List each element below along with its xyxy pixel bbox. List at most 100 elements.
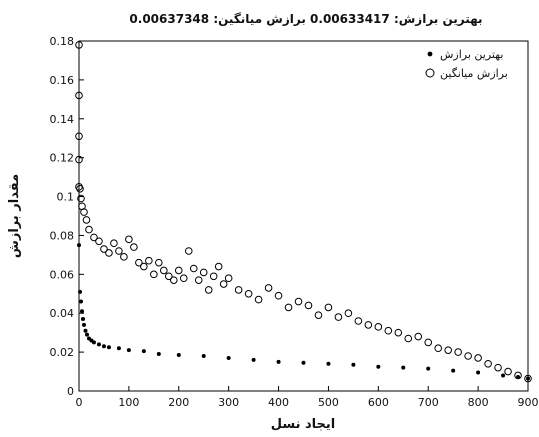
series-average-fitness	[75, 41, 532, 383]
y-tick-label: 0.06	[50, 268, 75, 281]
average-fitness-point	[274, 291, 283, 300]
best-fitness-point	[81, 322, 86, 327]
x-tick-label: 100	[118, 396, 139, 409]
best-fitness-point	[526, 376, 530, 381]
average-fitness-point	[135, 258, 143, 267]
average-fitness-point	[344, 309, 353, 318]
legend-best-label: بهترین برازش	[440, 48, 503, 61]
average-fitness-point	[314, 311, 323, 319]
y-axis: 0 0.02 0.04 0.06 0.08 0.1 0.12 0.14 0.16 0.18	[50, 35, 84, 398]
average-fitness-point	[204, 286, 213, 294]
series-best-fitness	[77, 243, 530, 381]
average-fitness-point	[75, 41, 83, 49]
x-tick-label: 0	[76, 396, 83, 409]
best-fitness-point	[79, 309, 84, 314]
best-fitness-point	[91, 340, 96, 345]
average-fitness-point	[524, 374, 532, 383]
average-fitness-point	[165, 272, 173, 281]
average-fitness-point	[504, 367, 512, 376]
average-fitness-point	[199, 268, 208, 277]
average-fitness-point	[85, 225, 93, 234]
average-fitness-point	[284, 303, 293, 312]
chart-title: بهترین برازش: 0.00633417 برازش میانگین: …	[129, 12, 482, 26]
legend-best-marker	[427, 51, 433, 57]
best-fitness-point	[80, 317, 85, 322]
average-fitness-point	[454, 348, 462, 356]
average-fitness-point	[434, 344, 443, 353]
average-fitness-point	[169, 276, 178, 284]
average-fitness-point	[100, 245, 108, 253]
average-fitness-point	[110, 239, 118, 248]
y-tick-label: 0	[67, 385, 74, 398]
best-fitness-point	[251, 357, 256, 362]
average-fitness-point	[394, 328, 403, 337]
average-fitness-point	[494, 363, 502, 372]
x-tick-label: 800	[468, 396, 489, 409]
average-fitness-point	[75, 155, 83, 164]
average-fitness-point	[105, 249, 113, 257]
best-fitness-point	[84, 332, 89, 337]
best-fitness-point	[226, 355, 231, 360]
best-fitness-point	[326, 361, 331, 366]
y-tick-label: 0.14	[50, 113, 75, 126]
average-fitness-point	[76, 184, 84, 193]
best-fitness-point	[451, 368, 456, 373]
average-fitness-point	[244, 289, 253, 298]
average-fitness-point	[334, 313, 343, 321]
best-fitness-point	[351, 362, 356, 367]
average-fitness-point	[90, 233, 98, 242]
legend: بهترین برازش برازش میانگین	[425, 48, 508, 80]
x-tick-label: 900	[518, 396, 539, 409]
average-fitness-point	[364, 321, 373, 329]
average-fitness-point	[75, 132, 83, 141]
best-fitness-point	[301, 360, 306, 365]
average-fitness-point	[234, 286, 243, 294]
average-fitness-point	[374, 323, 383, 331]
average-fitness-point	[75, 91, 83, 100]
x-axis-label: ایجاد نسل	[271, 417, 336, 432]
average-fitness-point	[179, 274, 188, 283]
best-fitness-point	[476, 370, 481, 375]
average-fitness-point	[444, 346, 452, 354]
best-fitness-point	[116, 346, 121, 351]
best-fitness-point	[126, 348, 131, 353]
x-tick-label: 300	[218, 396, 239, 409]
average-fitness-point	[184, 247, 193, 255]
y-tick-label: 0.12	[50, 152, 75, 165]
best-fitness-point	[156, 352, 161, 357]
average-fitness-point	[120, 253, 128, 261]
average-fitness-point	[115, 247, 123, 255]
average-fitness-point	[80, 208, 88, 216]
best-fitness-point	[141, 349, 146, 354]
best-fitness-point	[376, 364, 381, 369]
y-tick-label: 0.02	[50, 346, 75, 359]
average-fitness-point	[424, 338, 433, 347]
average-fitness-point	[464, 352, 472, 360]
best-fitness-point	[101, 344, 106, 349]
average-fitness-point	[254, 295, 263, 304]
average-fitness-point	[209, 272, 218, 281]
average-fitness-point	[155, 258, 163, 267]
best-fitness-point	[401, 365, 406, 370]
average-fitness-point	[189, 264, 198, 273]
legend-average-marker	[425, 68, 435, 78]
x-axis: 0 100 200 300 400 500 600 700 800 900	[76, 386, 539, 409]
best-fitness-point	[96, 342, 101, 347]
average-fitness-point	[160, 266, 168, 275]
best-fitness-point	[106, 345, 111, 350]
average-fitness-point	[324, 303, 333, 312]
best-fitness-point	[201, 354, 206, 358]
x-tick-label: 200	[168, 396, 189, 409]
best-fitness-point	[516, 375, 521, 379]
average-fitness-point	[224, 274, 233, 283]
x-tick-label: 500	[318, 396, 339, 409]
legend-average-label: برازش میانگین	[440, 67, 508, 80]
average-fitness-point	[214, 262, 223, 271]
best-fitness-point	[78, 299, 83, 304]
average-fitness-point	[414, 332, 423, 341]
best-fitness-point	[77, 289, 82, 294]
best-fitness-point	[83, 328, 88, 333]
average-fitness-point	[194, 276, 203, 284]
x-tick-label: 600	[368, 396, 389, 409]
average-fitness-point	[384, 326, 393, 335]
